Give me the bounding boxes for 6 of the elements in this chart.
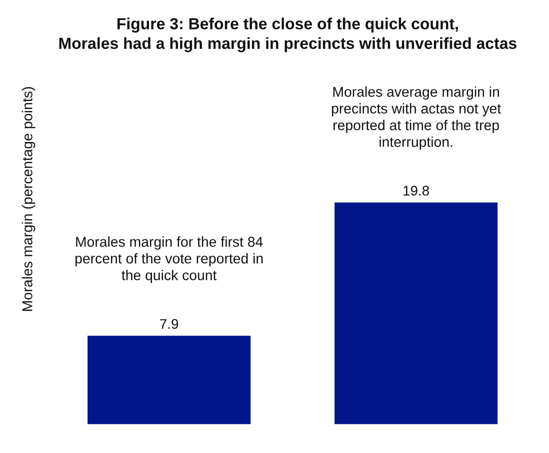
data-label: 19.8	[404, 186, 429, 196]
chart-title: Figure 3: Before the close of the quick count, Morales had a high margin in precincts with unverified actas	[59, 18, 516, 52]
data-label: 7.9	[160, 319, 178, 329]
text: Morales average margin in precincts with actas not yet reported at time of the trep interruption.	[332, 86, 501, 150]
annotation: Morales margin for the first 84 percent of the vote reported in the quick count	[75, 236, 263, 284]
y-axis-title: Morales margin (percentage points)	[22, 87, 36, 311]
